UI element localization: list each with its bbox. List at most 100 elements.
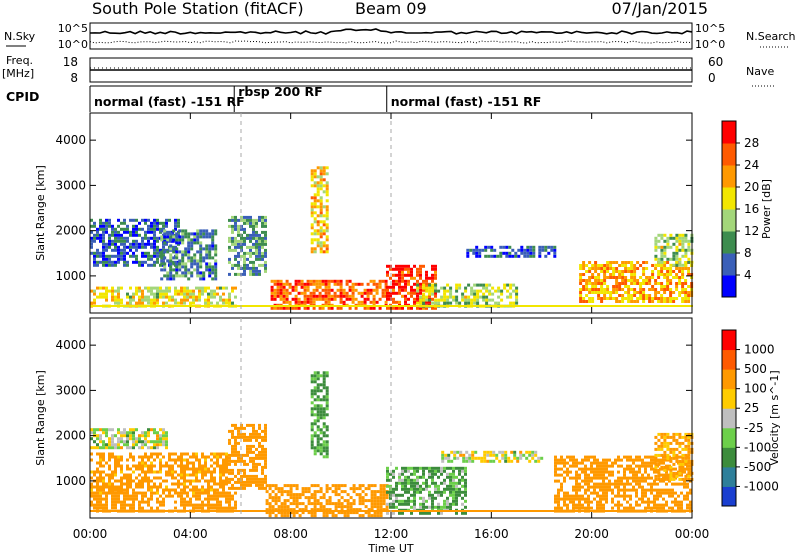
heatmap-cell <box>114 479 117 483</box>
heatmap-cell <box>319 220 323 224</box>
heatmap-cell <box>678 432 682 436</box>
heatmap-cell <box>102 458 105 462</box>
heatmap-cell <box>99 233 102 237</box>
heatmap-cell <box>325 214 329 218</box>
heatmap-cell <box>630 273 634 276</box>
heatmap-cell <box>300 285 304 289</box>
heatmap-cell <box>169 232 173 236</box>
heatmap-cell <box>214 271 218 275</box>
heatmap-cell <box>147 479 150 483</box>
heatmap-cell <box>675 432 679 436</box>
heatmap-cell <box>316 502 320 506</box>
heatmap-cell <box>593 485 596 489</box>
heatmap-cell <box>687 297 691 300</box>
heatmap-cell <box>102 491 105 495</box>
heatmap-cell <box>602 470 605 474</box>
heatmap-cell <box>108 510 111 512</box>
heatmap-cell <box>683 485 686 489</box>
heatmap-cell <box>602 491 605 495</box>
heatmap-cell <box>525 510 528 512</box>
heatmap-cell <box>354 297 358 301</box>
heatmap-cell <box>147 510 150 512</box>
heatmap-cell <box>240 254 243 258</box>
heatmap-cell <box>334 514 338 518</box>
heatmap-cell <box>114 510 117 512</box>
heatmap-cell <box>678 279 682 282</box>
heatmap-cell <box>440 295 444 299</box>
heatmap-cell <box>163 229 167 233</box>
heatmap-cell <box>117 491 120 495</box>
heatmap-cell <box>680 500 683 504</box>
heatmap-cell <box>246 233 249 237</box>
heatmap-cell <box>237 242 240 246</box>
heatmap-cell <box>108 236 111 240</box>
heatmap-cell <box>650 476 653 480</box>
heatmap-cell <box>546 305 549 307</box>
heatmap-cell <box>96 467 99 471</box>
heatmap-cell <box>190 271 194 275</box>
heatmap-cell <box>159 461 162 465</box>
heatmap-cell <box>184 262 188 266</box>
heatmap-cell <box>102 286 105 290</box>
heatmap-cell <box>361 514 365 518</box>
heatmap-cell <box>102 446 105 450</box>
heatmap-cell <box>626 488 629 492</box>
heatmap-cell <box>196 268 200 272</box>
heatmap-cell <box>111 260 114 264</box>
heatmap-cell <box>687 260 691 264</box>
heatmap-cell <box>243 266 246 270</box>
heatmap-cell <box>276 288 280 292</box>
heatmap-cell <box>346 508 350 512</box>
heatmap-cell <box>657 260 661 264</box>
heatmap-cell <box>219 470 222 474</box>
heatmap-cell <box>660 285 664 288</box>
heatmap-cell <box>183 482 186 486</box>
heatmap-cell <box>204 503 207 507</box>
heatmap-cell <box>166 274 170 278</box>
heatmap-cell <box>228 438 231 442</box>
heatmap-cell <box>325 508 329 512</box>
heatmap-cell <box>120 437 123 441</box>
heatmap-cell <box>105 245 108 249</box>
heatmap-cell <box>186 503 189 507</box>
heatmap-cell <box>485 301 489 305</box>
heatmap-cell <box>372 300 376 304</box>
heatmap-cell <box>129 230 132 234</box>
heatmap-cell <box>337 511 341 515</box>
heatmap-cell <box>612 261 616 264</box>
heatmap-cell <box>419 282 422 286</box>
nsky-label: N.Sky <box>4 30 36 43</box>
heatmap-cell <box>150 254 153 258</box>
heatmap-cell <box>529 245 533 249</box>
heatmap-cell <box>246 305 249 307</box>
heatmap-cell <box>222 461 225 465</box>
heatmap-cell <box>612 288 616 291</box>
heatmap-cell <box>596 467 599 471</box>
heatmap-cell <box>322 443 326 447</box>
heatmap-cell <box>519 456 523 460</box>
heatmap-cell <box>199 262 203 266</box>
heatmap-cell <box>93 292 96 296</box>
heatmap-cell <box>153 470 156 474</box>
heatmap-cell <box>193 253 197 257</box>
heatmap-cell <box>563 464 566 468</box>
heatmap-cell <box>319 502 323 506</box>
heatmap-cell <box>153 227 156 231</box>
heatmap-cell <box>159 476 162 480</box>
heatmap-cell <box>156 500 159 504</box>
heatmap-cell <box>114 305 117 307</box>
heatmap-cell <box>150 440 153 444</box>
heatmap-cell <box>234 474 237 478</box>
heatmap-cell <box>333 305 336 307</box>
heatmap-cell <box>279 291 283 295</box>
heatmap-cell <box>192 488 195 492</box>
heatmap-cell <box>150 461 153 465</box>
heatmap-cell <box>138 503 141 507</box>
heatmap-cell <box>246 215 249 219</box>
heatmap-cell <box>204 458 207 462</box>
heatmap-cell <box>114 295 117 299</box>
heatmap-cell <box>431 273 434 277</box>
heatmap-cell <box>264 260 267 264</box>
heatmap-cell <box>462 453 466 457</box>
heatmap-cell <box>392 300 395 304</box>
